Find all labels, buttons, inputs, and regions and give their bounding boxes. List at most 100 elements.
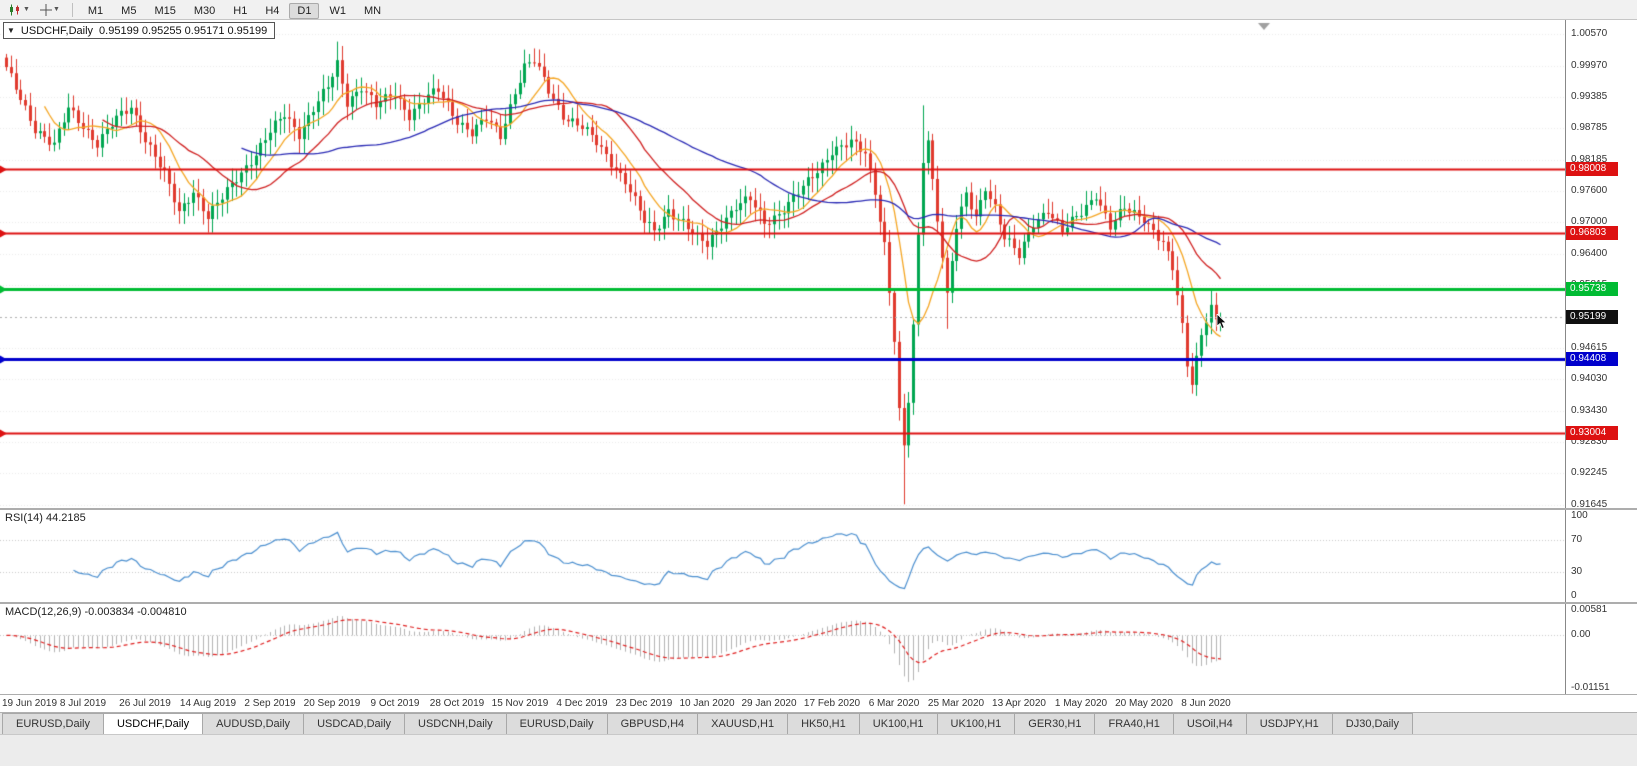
chart-tab-uk100-h1[interactable]: UK100,H1	[936, 713, 1016, 734]
panel-splitter[interactable]	[0, 602, 1637, 604]
chart-tab-eurusd-daily[interactable]: EURUSD,Daily	[2, 713, 104, 734]
rsi-label: RSI(14) 44.2185	[5, 512, 86, 524]
price-axis-label: 0.99385	[1571, 90, 1608, 102]
current-price-flag: 0.95199	[1566, 310, 1618, 325]
price-axis-label: 0.92830	[1571, 436, 1608, 448]
macd-axis[interactable]: 0.00581 0.00 -0.01151	[1565, 604, 1637, 694]
time-axis[interactable]: 19 Jun 2019 8 Jul 2019 26 Jul 2019 14 Aug 2…	[0, 694, 1637, 712]
time-axis-label: 20 May 2020	[1115, 698, 1173, 709]
status-bar	[0, 734, 1637, 766]
macd-panel: 0.00581 0.00 -0.01151 MACD(12,26,9) -0.003…	[0, 604, 1637, 694]
crosshair-glyph	[39, 3, 52, 16]
chart-tab-dj30-daily[interactable]: DJ30,Daily	[1331, 713, 1413, 734]
price-axis-label: 0.91645	[1571, 498, 1608, 508]
price-axis[interactable]: 1.00570 0.99970 0.99385 0.98785 0.98185 0.976…	[1565, 20, 1637, 508]
chart-type-icon[interactable]: ▼	[4, 2, 34, 18]
rsi-panel: 100 70 30 0 RSI(14) 44.2185	[0, 510, 1637, 602]
price-axis-label: 0.97600	[1571, 184, 1608, 196]
ohlc-values: 0.95199 0.95255 0.95171 0.95199	[99, 24, 268, 37]
collapse-triangle-icon[interactable]: ▼	[7, 26, 15, 35]
price-axis-label: 0.93430	[1571, 404, 1608, 416]
main-chart-panel: 1.00570 0.99970 0.99385 0.98785 0.98185 0.976…	[0, 20, 1637, 508]
time-axis-label: 20 Sep 2019	[303, 698, 361, 709]
rsi-canvas[interactable]	[0, 510, 1565, 602]
time-axis-label: 19 Jun 2019	[2, 698, 58, 709]
chart-tab-ger30-h1[interactable]: GER30,H1	[1014, 713, 1096, 734]
time-axis-label: 9 Oct 2019	[370, 698, 420, 709]
crosshair-icon[interactable]: ▼	[36, 2, 64, 18]
chart-tab-fra40-h1[interactable]: FRA40,H1	[1094, 713, 1174, 734]
level-price-flag: 0.96803	[1566, 225, 1618, 240]
time-axis-label: 15 Nov 2019	[491, 698, 549, 709]
chart-tab-gbpusd-h4[interactable]: GBPUSD,H4	[606, 713, 699, 734]
price-axis-label: 0.92245	[1571, 466, 1608, 478]
level-price-flag: 0.93004	[1566, 425, 1618, 440]
timeframe-button-mn[interactable]: MN	[363, 4, 382, 17]
chart-tab-usdcad-daily[interactable]: USDCAD,Daily	[303, 713, 406, 734]
level-price-flag: 0.95738	[1566, 281, 1618, 296]
time-axis-label: 26 Jul 2019	[119, 698, 171, 709]
chart-tabs: EURUSD,Daily USDCHF,Daily AUDUSD,Daily USDC…	[0, 712, 1637, 734]
timeframe-button-m5[interactable]: M5	[121, 4, 137, 17]
level-price-flag: 0.98008	[1566, 162, 1618, 177]
time-axis-label: 8 Jun 2020	[1181, 698, 1231, 709]
macd-canvas[interactable]	[0, 604, 1565, 694]
chevron-down-icon: ▼	[23, 5, 30, 13]
timeframe-button-m30[interactable]: M30	[193, 4, 216, 17]
time-axis-label: 1 May 2020	[1054, 698, 1108, 709]
time-axis-label: 10 Jan 2020	[679, 698, 735, 709]
timeframe-button-h4[interactable]: H4	[265, 4, 280, 17]
chart-tab-hk50-h1[interactable]: HK50,H1	[787, 713, 860, 734]
chevron-down-icon: ▼	[52, 5, 60, 13]
chart-tab-audusd-daily[interactable]: AUDUSD,Daily	[202, 713, 305, 734]
time-axis-label: 13 Apr 2020	[992, 698, 1046, 709]
time-axis-label: 14 Aug 2019	[179, 698, 237, 709]
rsi-axis-label: 70	[1571, 534, 1583, 545]
timeframe-button-w1[interactable]: W1	[329, 4, 346, 17]
timeframe-button-m1[interactable]: M1	[87, 4, 104, 17]
symbol-label: USDCHF,Daily	[20, 24, 94, 37]
chart-tab-uk100-h1[interactable]: UK100,H1	[858, 713, 938, 734]
macd-axis-label: -0.01151	[1571, 682, 1610, 693]
mouse-cursor-icon	[1216, 314, 1227, 330]
chart-tab-usdchf-daily[interactable]: USDCHF,Daily	[102, 713, 204, 734]
time-axis-label: 6 Mar 2020	[868, 698, 920, 709]
rsi-axis-label: 100	[1571, 510, 1588, 521]
chart-tab-usoil-h4[interactable]: USOil,H4	[1172, 713, 1247, 734]
time-axis-label: 8 Jul 2019	[59, 698, 107, 709]
panel-splitter[interactable]	[0, 508, 1637, 510]
time-axis-label: 23 Dec 2019	[615, 698, 673, 709]
rsi-axis-label: 0	[1571, 590, 1577, 601]
timeframe-button-h1[interactable]: H1	[233, 4, 248, 17]
rsi-axis-label: 30	[1571, 566, 1583, 577]
price-axis-label: 0.98185	[1571, 153, 1608, 165]
price-axis-label: 0.94615	[1571, 342, 1608, 354]
time-axis-label: 17 Feb 2020	[803, 698, 861, 709]
time-axis-label: 29 Jan 2020	[741, 698, 797, 709]
price-chart-canvas[interactable]	[0, 20, 1565, 508]
timeframe-buttons: M1 M5 M15 M30 H1 H4 D1 W1 MN	[79, 1, 390, 19]
macd-axis-label: 0.00	[1571, 629, 1591, 641]
chart-tab-xauusd-h1[interactable]: XAUUSD,H1	[697, 713, 789, 734]
chart-tab-usdcnh-daily[interactable]: USDCNH,Daily	[404, 713, 507, 734]
price-axis-label: 0.97000	[1571, 216, 1608, 228]
level-price-flag: 0.94408	[1566, 351, 1618, 366]
macd-label: MACD(12,26,9) -0.003834 -0.004810	[5, 606, 187, 618]
price-axis-label: 0.96400	[1571, 247, 1608, 259]
timeframe-button-d1[interactable]: D1	[289, 2, 320, 19]
time-axis-label: 25 Mar 2020	[927, 698, 985, 709]
chart-symbol-box[interactable]: ▼ USDCHF,Daily 0.95199 0.95255 0.95171 0…	[3, 22, 276, 39]
macd-axis-label: 0.00581	[1571, 604, 1608, 615]
timeframe-button-m15[interactable]: M15	[154, 4, 176, 17]
price-axis-label: 1.00570	[1571, 28, 1608, 40]
toolbar-separator	[71, 2, 73, 17]
time-axis-label: 4 Dec 2019	[556, 698, 608, 709]
time-axis-label: 2 Sep 2019	[244, 698, 296, 709]
price-axis-label: 0.94030	[1571, 372, 1608, 384]
rsi-axis[interactable]: 100 70 30 0	[1565, 510, 1637, 602]
chart-tab-usdjpy-h1[interactable]: USDJPY,H1	[1245, 713, 1333, 734]
toolbar: ▼ ▼ M1 M5 M15 M30 H1 H4 D1 W1 MN	[0, 0, 1637, 20]
chart-tab-eurusd-daily[interactable]: EURUSD,Daily	[505, 713, 608, 734]
candlestick-glyph	[10, 4, 19, 15]
